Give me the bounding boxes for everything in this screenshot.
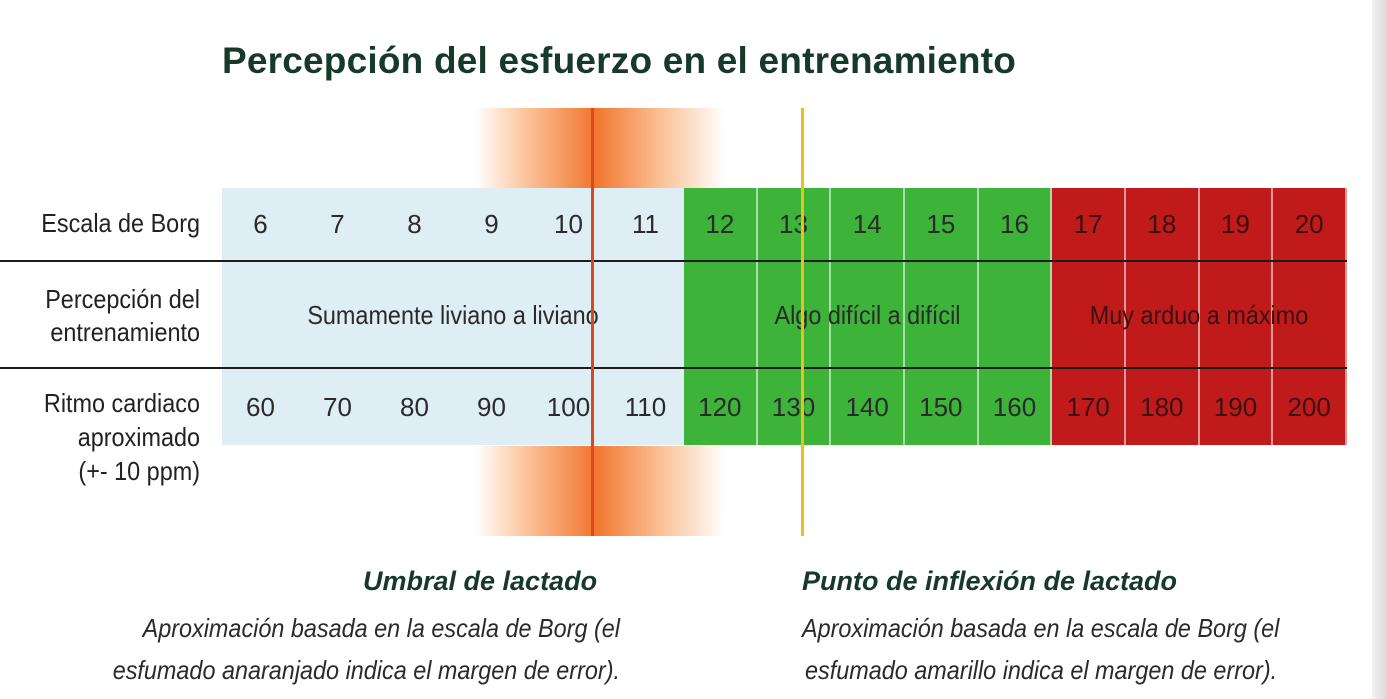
perception-cell-15: [905, 262, 979, 367]
perception-cell-16: [978, 262, 1053, 367]
borg-cell-11: 11: [607, 188, 684, 260]
zone-label-hard: Muy arduo a máximo: [1089, 299, 1309, 330]
borg-cell-9: 9: [453, 188, 530, 260]
heart-rate-cell-19: 190: [1199, 369, 1274, 445]
row-label-heart-3: (+- 10 ppm): [78, 456, 200, 486]
lactate-threshold-glow-top: [475, 108, 725, 188]
heart-rate-cell-18: 180: [1126, 369, 1200, 445]
heart-rate-cell-6: 60: [222, 369, 299, 445]
lactate-threshold-line: [590, 108, 594, 536]
borg-cell-18: 18: [1126, 188, 1200, 260]
row-divider-1: [0, 260, 1347, 262]
perception-cell-18: [1126, 262, 1200, 367]
borg-cell-19: 19: [1199, 188, 1274, 260]
lactate-threshold-glow-bottom: [475, 446, 725, 536]
lactate-threshold-text-1: Aproximación basada en la escala de Borg…: [142, 613, 620, 643]
perception-cell-19: [1199, 262, 1274, 367]
heart-rate-cell-12: 120: [684, 369, 758, 445]
perception-cell-10: [530, 262, 607, 367]
borg-cell-17: 17: [1052, 188, 1126, 260]
borg-cell-13: 13: [757, 188, 832, 260]
borg-cell-8: 8: [376, 188, 453, 260]
page-edge-shadow: [1372, 0, 1387, 699]
borg-cell-14: 14: [831, 188, 905, 260]
row-label-borg: Escala de Borg: [41, 208, 200, 238]
heart-rate-cell-9: 90: [453, 369, 530, 445]
heart-rate-cell-11: 110: [607, 369, 684, 445]
heart-rate-cell-17: 170: [1052, 369, 1126, 445]
page-title: Percepción del esfuerzo en el entrenamie…: [222, 40, 1017, 81]
heart-rate-cell-15: 150: [905, 369, 979, 445]
lactate-inflection-text-2: esfumado amarillo indica el margen de er…: [805, 655, 1278, 685]
borg-cell-20: 20: [1273, 188, 1347, 260]
heart-rate-cell-10: 100: [530, 369, 607, 445]
row-divider-2: [0, 367, 1347, 369]
heart-rate-cell-20: 200: [1273, 369, 1347, 445]
row-label-perception-2: entrenamiento: [50, 317, 200, 347]
zone-label-moderate: Algo difícil a difícil: [774, 299, 961, 330]
borg-cell-12: 12: [684, 188, 758, 260]
heart-rate-cell-8: 80: [376, 369, 453, 445]
row-label-heart-1: Ritmo cardiaco: [43, 388, 200, 418]
perception-cell-14: [831, 262, 905, 367]
borg-cell-16: 16: [978, 188, 1053, 260]
perception-cell-8: [376, 262, 453, 367]
zone-label-light: Sumamente liviano a liviano: [307, 299, 599, 330]
lactate-inflection-text-1: Aproximación basada en la escala de Borg…: [802, 613, 1280, 643]
heart-rate-cell-7: 70: [299, 369, 376, 445]
heart-rate-cell-16: 160: [978, 369, 1053, 445]
perception-cell-9: [453, 262, 530, 367]
borg-cell-15: 15: [905, 188, 979, 260]
perception-cell-12: [684, 262, 758, 367]
lactate-threshold-text-2: esfumado anaranjado indica el margen de …: [112, 655, 620, 685]
lactate-threshold-heading: Umbral de lactado: [363, 566, 598, 596]
heart-rate-cell-14: 140: [831, 369, 905, 445]
borg-cell-10: 10: [530, 188, 607, 260]
perception-cell-17: [1052, 262, 1126, 367]
perception-cell-13: [757, 262, 832, 367]
heart-rate-cell-13: 130: [757, 369, 832, 445]
perception-cell-7: [299, 262, 376, 367]
borg-cell-7: 7: [299, 188, 376, 260]
perception-cell-20: [1273, 262, 1347, 367]
perception-cell-6: [222, 262, 299, 367]
row-label-heart-2: aproximado: [77, 422, 200, 452]
perception-cell-11: [607, 262, 684, 367]
lactate-inflection-heading: Punto de inflexión de lactado: [802, 566, 1178, 596]
borg-cell-6: 6: [222, 188, 299, 260]
lactate-inflection-line: [800, 108, 804, 536]
row-label-perception-1: Percepción del: [45, 284, 200, 314]
